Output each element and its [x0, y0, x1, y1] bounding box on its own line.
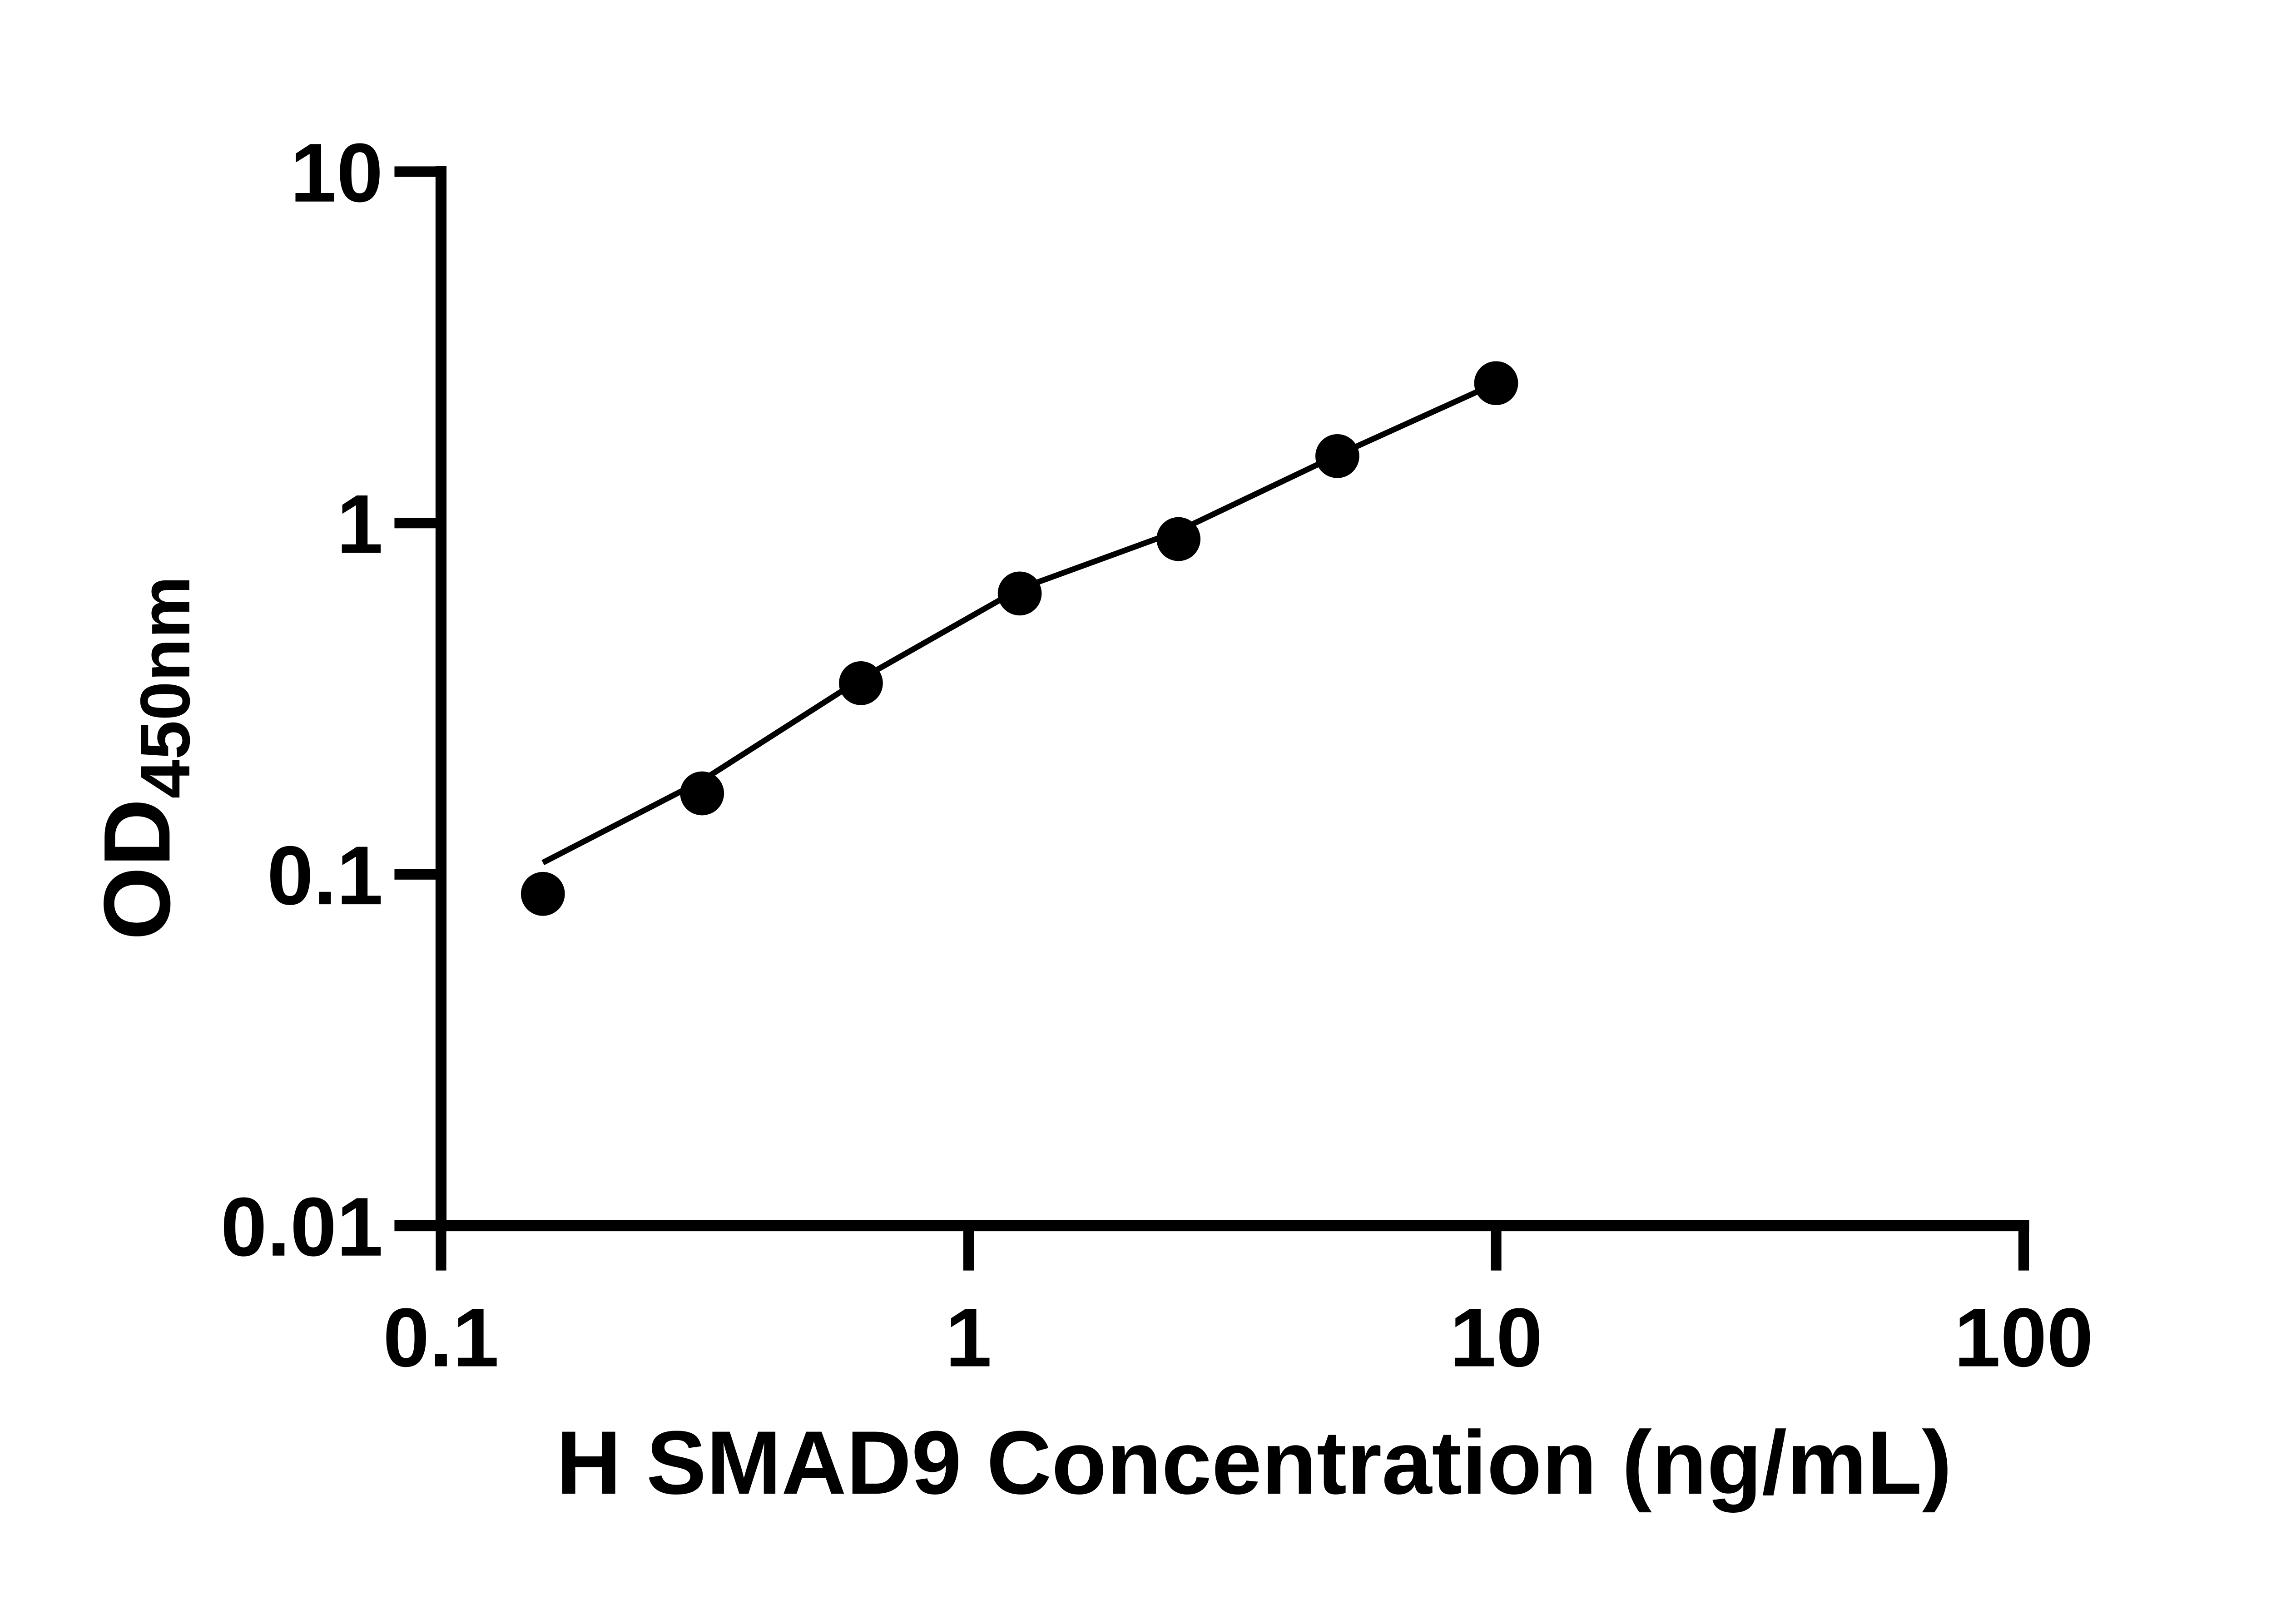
- data-point: [1315, 434, 1359, 478]
- y-tick-label-0.1: 0.1: [267, 829, 383, 922]
- x-tick-label-10: 10: [1450, 1291, 1542, 1384]
- y-tick-label-10: 10: [290, 126, 383, 219]
- x-tick-label-100: 100: [1954, 1291, 2093, 1384]
- x-tick-label-1: 1: [945, 1291, 992, 1384]
- data-point: [680, 771, 724, 816]
- data-point: [1474, 361, 1518, 406]
- data-point: [521, 871, 565, 916]
- x-tick-label-0.1: 0.1: [383, 1291, 499, 1384]
- axes-layer: [394, 166, 2029, 1271]
- data-point: [997, 571, 1042, 616]
- data-points-layer: [521, 361, 1518, 916]
- y-axis-title-main: OD: [84, 799, 190, 941]
- x-axis-title: H SMAD9 Concentration (ng/mL): [556, 1413, 1952, 1513]
- y-axis-title: OD450nm: [84, 576, 204, 940]
- y-tick-label-1: 1: [337, 477, 383, 570]
- data-point: [1156, 517, 1201, 561]
- data-point: [839, 661, 883, 705]
- y-axis-title-subscript: 450nm: [126, 576, 204, 798]
- y-tick-label-0.01: 0.01: [221, 1180, 383, 1273]
